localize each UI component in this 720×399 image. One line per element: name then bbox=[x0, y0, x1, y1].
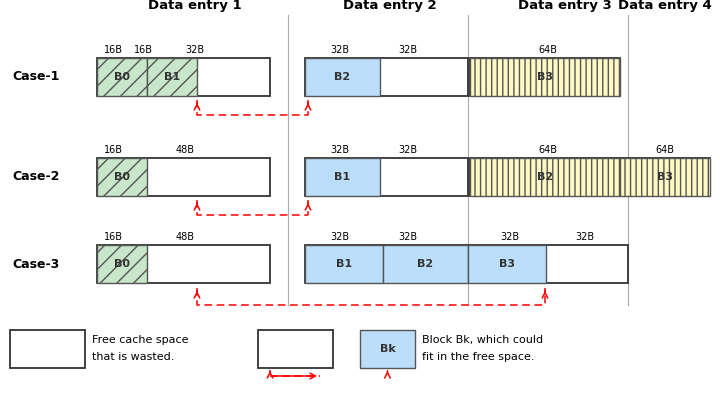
Text: 32B: 32B bbox=[186, 45, 204, 55]
Bar bbox=[468, 245, 546, 283]
Text: Data entry 1: Data entry 1 bbox=[148, 0, 242, 12]
Text: B1: B1 bbox=[164, 72, 180, 82]
Text: Case-3: Case-3 bbox=[13, 257, 60, 271]
Text: 16B: 16B bbox=[104, 232, 122, 242]
Bar bbox=[97, 58, 147, 96]
Text: fit in the free space.: fit in the free space. bbox=[422, 352, 534, 362]
Bar bbox=[305, 245, 383, 283]
Bar bbox=[97, 58, 270, 96]
Text: B2: B2 bbox=[537, 172, 553, 182]
Bar bbox=[470, 158, 620, 196]
Text: Block Bk, which could: Block Bk, which could bbox=[422, 335, 543, 345]
Bar bbox=[10, 330, 85, 368]
Text: 32B: 32B bbox=[330, 45, 350, 55]
Bar bbox=[470, 58, 620, 96]
Text: Free cache space: Free cache space bbox=[92, 335, 189, 345]
Text: 64B: 64B bbox=[539, 145, 557, 155]
Bar bbox=[97, 245, 147, 283]
Text: 32B: 32B bbox=[500, 232, 520, 242]
Bar bbox=[97, 245, 270, 283]
Text: 32B: 32B bbox=[330, 232, 350, 242]
Bar bbox=[360, 330, 415, 368]
Bar bbox=[305, 245, 468, 283]
Text: B1: B1 bbox=[336, 259, 352, 269]
Bar bbox=[470, 58, 620, 96]
Bar bbox=[620, 158, 710, 196]
Bar bbox=[468, 245, 628, 283]
Text: B2: B2 bbox=[334, 72, 351, 82]
Text: Data entry 4: Data entry 4 bbox=[618, 0, 712, 12]
Text: B2: B2 bbox=[418, 259, 433, 269]
Text: Case-1: Case-1 bbox=[13, 71, 60, 83]
Text: B3: B3 bbox=[499, 259, 515, 269]
Bar bbox=[620, 158, 710, 196]
Text: 16B: 16B bbox=[104, 145, 122, 155]
Text: 32B: 32B bbox=[398, 45, 418, 55]
Text: 16B: 16B bbox=[133, 45, 153, 55]
Text: Data entry 2: Data entry 2 bbox=[343, 0, 437, 12]
Text: Bk: Bk bbox=[379, 344, 395, 354]
Bar bbox=[305, 158, 380, 196]
Text: 48B: 48B bbox=[176, 232, 194, 242]
Text: Data entry 3: Data entry 3 bbox=[518, 0, 612, 12]
Text: B0: B0 bbox=[114, 259, 130, 269]
Bar bbox=[305, 158, 468, 196]
Bar bbox=[305, 58, 380, 96]
Text: 48B: 48B bbox=[176, 145, 194, 155]
Bar bbox=[97, 158, 147, 196]
Text: 32B: 32B bbox=[398, 145, 418, 155]
Bar bbox=[97, 158, 270, 196]
Bar bbox=[305, 58, 468, 96]
Text: B0: B0 bbox=[114, 72, 130, 82]
Text: B1: B1 bbox=[334, 172, 351, 182]
Bar bbox=[470, 158, 620, 196]
Text: 32B: 32B bbox=[398, 232, 418, 242]
Text: B3: B3 bbox=[537, 72, 553, 82]
Bar bbox=[147, 58, 197, 96]
Text: 16B: 16B bbox=[104, 45, 122, 55]
Bar bbox=[258, 330, 333, 368]
Bar bbox=[383, 245, 468, 283]
Text: B0: B0 bbox=[114, 172, 130, 182]
Text: 64B: 64B bbox=[539, 45, 557, 55]
Text: B3: B3 bbox=[657, 172, 673, 182]
Text: 32B: 32B bbox=[575, 232, 595, 242]
Text: 64B: 64B bbox=[655, 145, 675, 155]
Text: 32B: 32B bbox=[330, 145, 350, 155]
Text: that is wasted.: that is wasted. bbox=[92, 352, 174, 362]
Text: Case-2: Case-2 bbox=[13, 170, 60, 184]
